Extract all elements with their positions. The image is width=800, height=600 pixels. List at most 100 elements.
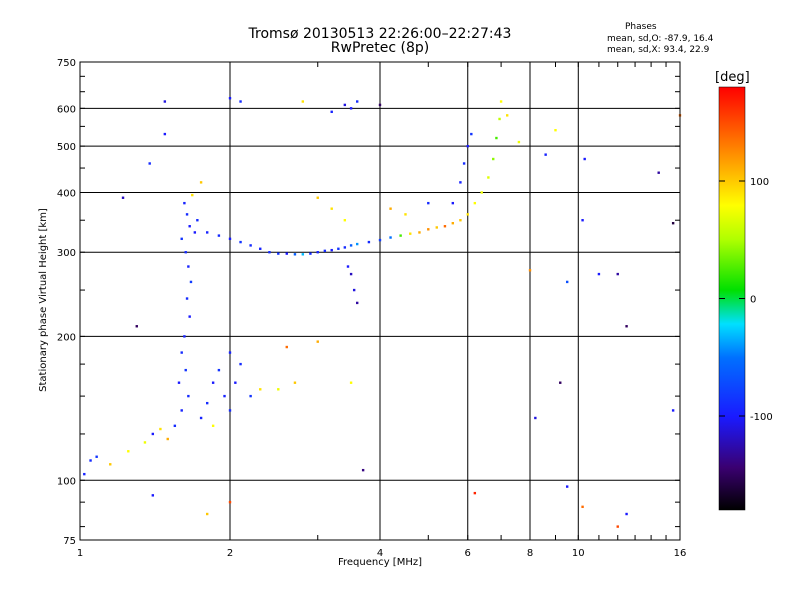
data-point xyxy=(285,345,288,349)
data-point xyxy=(399,234,402,237)
data-point xyxy=(277,252,280,255)
data-point xyxy=(239,362,242,366)
data-point xyxy=(361,468,365,472)
data-point xyxy=(309,252,312,255)
data-point xyxy=(163,132,167,136)
data-point xyxy=(180,409,183,412)
data-point xyxy=(293,381,297,384)
data-point xyxy=(180,351,183,354)
phase-stats-x: mean, sd,X: 93.4, 22.9 xyxy=(607,45,710,55)
y-tick-label: 750 xyxy=(57,58,76,69)
phase-stats-o: mean, sd,O: -87.9, 16.4 xyxy=(607,34,714,44)
data-point xyxy=(581,505,584,509)
data-point xyxy=(228,237,232,241)
x-axis-label: Frequency [MHz] xyxy=(337,557,423,568)
chart-subtitle: RwPretec (8p) xyxy=(330,40,430,56)
data-point xyxy=(316,251,319,254)
data-point xyxy=(228,409,232,412)
data-point xyxy=(404,213,407,216)
data-point xyxy=(277,388,280,391)
data-point xyxy=(544,153,547,156)
y-tick-label: 400 xyxy=(57,188,76,199)
data-point xyxy=(487,176,490,179)
data-point xyxy=(205,401,209,405)
data-point xyxy=(459,219,462,222)
data-point xyxy=(228,500,232,504)
data-point xyxy=(625,325,628,328)
data-point xyxy=(109,463,112,466)
data-point xyxy=(459,181,462,184)
grid-lines xyxy=(80,62,680,540)
data-point xyxy=(259,247,262,250)
axis-ticks: 1 2 4 6 8 10 16 750 600 500 400 300 200 100 75 xyxy=(57,58,686,559)
data-point xyxy=(343,103,347,107)
data-point xyxy=(223,394,226,398)
chart-title: Tromsø 20130513 22:26:00–22:27:43 xyxy=(248,26,512,42)
y-tick-label: 300 xyxy=(57,248,76,259)
data-point xyxy=(499,100,503,103)
data-point xyxy=(583,157,586,161)
data-point xyxy=(349,272,353,276)
data-point xyxy=(355,100,359,103)
data-point xyxy=(135,325,138,328)
data-point xyxy=(293,253,297,256)
phase-stats-heading: Phases xyxy=(625,22,657,32)
data-point xyxy=(95,455,98,458)
data-point xyxy=(616,272,619,276)
data-point xyxy=(330,110,333,114)
data-point xyxy=(528,269,532,272)
data-point xyxy=(492,157,495,161)
data-point xyxy=(151,494,155,497)
data-point xyxy=(301,253,305,256)
data-point xyxy=(89,459,92,462)
data-point xyxy=(427,228,430,231)
data-point xyxy=(205,512,209,516)
data-point xyxy=(83,472,86,476)
data-point xyxy=(355,301,359,305)
data-point xyxy=(323,249,327,253)
data-point xyxy=(159,427,162,431)
data-point xyxy=(517,140,521,144)
data-point xyxy=(346,265,350,268)
data-point xyxy=(597,272,601,276)
data-point xyxy=(211,424,215,428)
data-point xyxy=(616,525,619,528)
colorbar-tick-label: 0 xyxy=(750,295,756,306)
data-point xyxy=(466,144,469,148)
y-tick-label: 600 xyxy=(57,104,76,115)
data-point xyxy=(148,162,151,165)
data-point xyxy=(185,213,189,216)
x-tick-label: 4 xyxy=(377,548,383,559)
data-point xyxy=(435,226,438,229)
data-point xyxy=(565,485,569,488)
data-point xyxy=(330,207,333,210)
data-point xyxy=(367,240,371,244)
data-point xyxy=(177,381,181,384)
data-point xyxy=(352,288,356,292)
data-point xyxy=(581,219,584,222)
data-point xyxy=(565,280,569,284)
data-point xyxy=(389,207,392,210)
data-point xyxy=(349,107,353,110)
data-point xyxy=(193,231,197,234)
data-points xyxy=(83,96,682,528)
colorbar-tick-label: -100 xyxy=(750,412,773,423)
colorbar-ticks: 100 0 -100 xyxy=(719,177,773,423)
data-point xyxy=(473,491,477,495)
data-point xyxy=(183,335,186,338)
data-point xyxy=(466,213,469,216)
x-tick-label: 6 xyxy=(465,548,471,559)
data-point xyxy=(343,219,347,222)
data-point xyxy=(505,114,509,117)
x-tick-label: 1 xyxy=(77,548,83,559)
data-point xyxy=(249,394,252,398)
data-point xyxy=(554,128,557,132)
data-point xyxy=(163,100,167,103)
data-point xyxy=(316,196,319,199)
data-point xyxy=(151,432,155,436)
data-point xyxy=(239,100,242,103)
data-point xyxy=(343,246,347,249)
data-point xyxy=(228,351,232,354)
data-point xyxy=(211,381,215,384)
y-tick-label: 200 xyxy=(57,332,76,343)
